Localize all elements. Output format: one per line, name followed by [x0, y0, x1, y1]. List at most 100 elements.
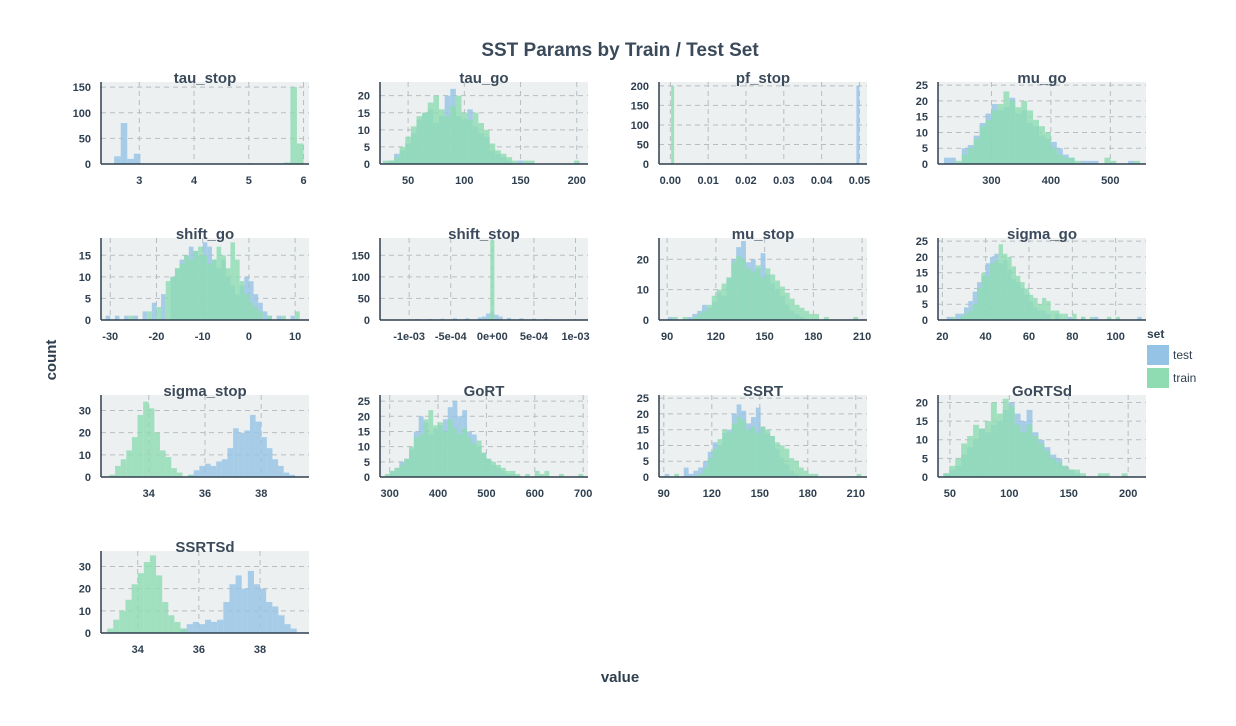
histogram-bar-train [765, 268, 771, 320]
histogram-bar-train [770, 274, 776, 320]
panel-tau_stop: 3 4 5 6 0 50 100 150 tau_stop [73, 70, 309, 187]
histogram-bar-train [438, 422, 443, 477]
x-tick-label: 100 [1000, 488, 1018, 500]
histogram-bar-train [239, 281, 245, 320]
y-tick-label: 50 [637, 139, 649, 151]
x-tick-label: 300 [380, 488, 398, 500]
histogram-bar-train [489, 143, 496, 164]
panel-title: pf_stop [736, 70, 790, 87]
histogram-bar-train [1014, 424, 1021, 477]
histogram-bar-test [283, 472, 290, 477]
x-tick-label: 150 [1060, 488, 1078, 500]
histogram-bar-test [133, 153, 141, 164]
histogram-bar-train [784, 292, 790, 320]
histogram-bar-train [672, 316, 678, 320]
histogram-bar-train [814, 313, 820, 320]
histogram-bar-train [525, 473, 530, 477]
histogram-bar-train [731, 262, 737, 320]
y-tick-label: 0 [364, 315, 370, 327]
histogram-bar-train [442, 431, 448, 477]
histogram-bar-train [281, 315, 286, 320]
histogram-bar-train [399, 146, 406, 164]
histogram-bar-train [703, 467, 708, 477]
histogram-bar-test [198, 624, 205, 633]
histogram-bar-train [955, 160, 962, 164]
histogram-bar-test [278, 465, 284, 477]
y-tick-label: 20 [79, 584, 91, 596]
histogram-bar-test [276, 315, 282, 320]
x-tick-label: 300 [982, 175, 1000, 187]
x-tick-label: 40 [980, 331, 992, 343]
histogram-bar-train [1089, 316, 1094, 320]
histogram-bar-train [500, 153, 507, 164]
histogram-bar-train [1044, 450, 1051, 477]
y-tick-label: 0 [85, 315, 91, 327]
histogram-bar-train [853, 316, 859, 320]
histogram-bar-train [120, 459, 127, 477]
histogram-bar-train [1020, 282, 1025, 320]
histogram-bar-test [517, 160, 524, 164]
histogram-bar-test [1094, 316, 1099, 320]
histogram-bar-train [775, 442, 780, 477]
histogram-bar-train [578, 473, 584, 477]
x-tick-label: 120 [703, 488, 721, 500]
histogram-bar-train [808, 473, 814, 477]
histogram-bar-test [289, 474, 295, 477]
x-tick-label: 400 [1042, 175, 1060, 187]
y-tick-label: 5 [922, 299, 928, 311]
histogram-bar-train [444, 116, 451, 164]
histogram-bar-train [979, 428, 985, 477]
histogram-bar-train [221, 255, 226, 320]
histogram-bar-train [1002, 398, 1009, 477]
x-tick-label: 0.00 [660, 175, 681, 187]
histogram-bar-train [804, 310, 810, 320]
x-tick-label: 38 [254, 644, 266, 656]
histogram-bar-train [125, 599, 132, 633]
histogram-bar-train [539, 473, 545, 477]
histogram-bar-test [142, 311, 148, 320]
y-tick-label: 5 [643, 456, 649, 468]
histogram-bar-train [573, 160, 580, 164]
histogram-bar-train [698, 473, 703, 477]
histogram-bar-test [199, 465, 205, 477]
histogram-bar-test [238, 432, 245, 477]
histogram-bar-train [994, 260, 999, 320]
histogram-bar-train [1016, 275, 1021, 320]
histogram-bar-train [1056, 462, 1063, 477]
histogram-bar-train [174, 268, 180, 320]
histogram-bar-train [156, 575, 163, 633]
histogram-bar-train [491, 461, 497, 477]
histogram-bar-train [985, 275, 990, 320]
y-tick-label: 200 [631, 81, 649, 93]
histogram-bar-train [856, 473, 862, 477]
histogram-bar-test [261, 437, 267, 477]
histogram-bar-train [1015, 107, 1022, 164]
histogram-bar-train [1059, 313, 1064, 320]
panel-sigma_stop: 34 36 38 0 10 20 30 sigma_stop [79, 383, 309, 500]
histogram-bar-train [1042, 297, 1047, 320]
histogram-bar-train [119, 610, 126, 633]
histogram-bar-train [726, 277, 732, 320]
histogram-bar-train [1039, 126, 1045, 164]
y-tick-label: 150 [352, 250, 370, 262]
histogram-bar-train [413, 437, 419, 477]
histogram-bar-test [698, 467, 703, 477]
histogram-bar-train [997, 104, 1004, 164]
histogram-bar-test [856, 85, 860, 164]
panel-title: tau_stop [174, 70, 237, 87]
x-tick-label: 150 [511, 175, 529, 187]
y-tick-label: 10 [916, 435, 928, 447]
panel-shift_go: -30 -20 -10 0 10 0 5 10 15 shift_go [79, 226, 309, 343]
panel-title: sigma_go [1007, 226, 1077, 243]
y-tick-label: 20 [637, 409, 649, 421]
histogram-bar-test [498, 316, 503, 320]
histogram-bar-train [452, 428, 458, 477]
histogram-bar-test [688, 473, 694, 477]
histogram-bar-train [1104, 157, 1111, 164]
histogram-bar-train [490, 240, 495, 320]
histogram-bar-train [736, 417, 742, 477]
histogram-bar-train [496, 464, 501, 477]
histogram-bar-train [794, 461, 799, 477]
y-tick-label: 0 [364, 472, 370, 484]
